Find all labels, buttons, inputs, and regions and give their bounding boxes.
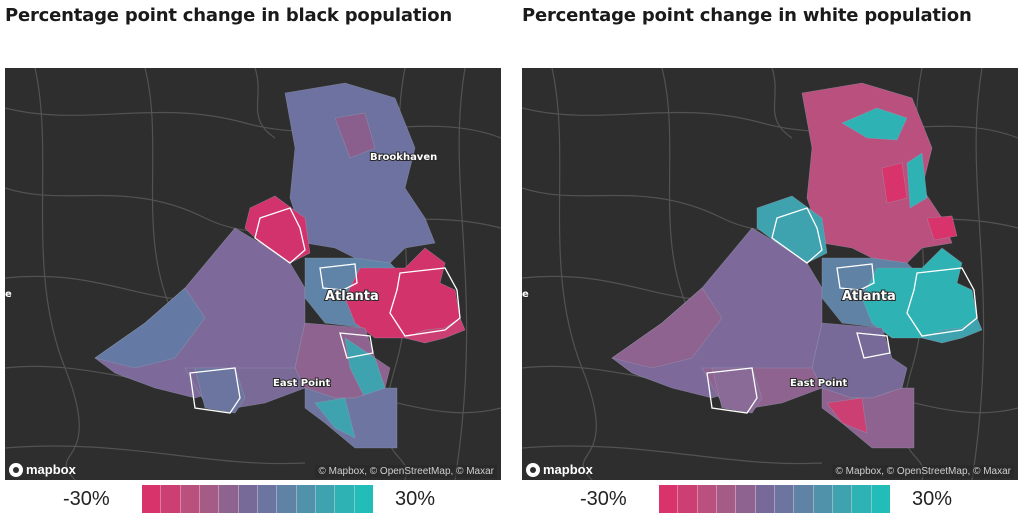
map-black-population[interactable]: Atlanta Brookhaven East Point e mapbox ©… xyxy=(5,68,501,480)
legend-swatch xyxy=(199,485,220,513)
color-legend: -30% 30% xyxy=(5,484,505,516)
legend-swatch xyxy=(697,485,717,513)
region-east-tail xyxy=(921,317,983,344)
legend-color-ramp xyxy=(659,485,890,513)
panel-black-population: Percentage point change in black populat… xyxy=(5,0,505,525)
legend-swatch xyxy=(142,485,162,513)
mapbox-logo-text: mapbox xyxy=(26,462,76,477)
legend-swatch xyxy=(161,485,181,513)
legend-swatch xyxy=(315,485,336,513)
legend-swatch xyxy=(238,485,258,513)
label-east-point: East Point xyxy=(273,378,331,389)
panel-title: Percentage point change in white populat… xyxy=(522,5,972,26)
legend-swatch xyxy=(794,485,814,513)
mapbox-logo[interactable]: mapbox xyxy=(9,462,76,477)
map-white-population[interactable]: Atlanta East Point e mapbox © Mapbox, © … xyxy=(522,68,1018,480)
legend-min-label: -30% xyxy=(580,488,627,510)
city-boundary-outline xyxy=(189,207,461,414)
legend-swatch xyxy=(755,485,775,513)
legend-swatch xyxy=(871,485,890,513)
legend-swatch xyxy=(659,485,679,513)
legend-swatch xyxy=(716,485,737,513)
legend-swatch xyxy=(219,485,239,513)
legend-color-ramp xyxy=(142,485,373,513)
region-southernmost xyxy=(314,397,356,439)
region-east-tail xyxy=(404,317,466,344)
legend-swatch xyxy=(180,485,200,513)
region-south-point xyxy=(194,367,246,414)
panel-title: Percentage point change in black populat… xyxy=(5,5,452,26)
region-south-point xyxy=(711,367,763,414)
region-north-teal-right xyxy=(906,152,928,209)
region-far-west xyxy=(611,287,723,369)
legend-swatch xyxy=(277,485,297,513)
mapbox-icon xyxy=(9,462,23,477)
map-attribution[interactable]: © Mapbox, © OpenStreetMap, © Maxar xyxy=(832,465,1014,478)
choropleth-fills xyxy=(94,82,466,449)
choropleth-map[interactable]: Atlanta East Point e xyxy=(522,68,1018,480)
legend-swatch xyxy=(354,485,373,513)
region-north-accent xyxy=(334,112,376,159)
legend-max-label: 30% xyxy=(395,488,436,510)
label-atlanta: Atlanta xyxy=(325,289,379,304)
region-north-hot xyxy=(881,162,908,204)
label-edge: e xyxy=(5,289,12,300)
choropleth-fills xyxy=(611,82,983,449)
legend-swatch xyxy=(678,485,698,513)
legend-swatch xyxy=(813,485,833,513)
legend-swatch xyxy=(832,485,853,513)
map-attribution[interactable]: © Mapbox, © OpenStreetMap, © Maxar xyxy=(315,465,497,478)
label-atlanta: Atlanta xyxy=(842,289,896,304)
region-northwest-hot xyxy=(244,195,311,264)
label-edge: e xyxy=(522,289,529,300)
region-southernmost-hot xyxy=(826,397,868,434)
region-north-teal-top xyxy=(841,107,908,141)
legend-swatch xyxy=(736,485,756,513)
legend-max-label: 30% xyxy=(912,488,953,510)
legend-swatch xyxy=(257,485,278,513)
choropleth-map[interactable]: Atlanta Brookhaven East Point e xyxy=(5,68,501,480)
label-east-point: East Point xyxy=(790,378,848,389)
mapbox-logo-text: mapbox xyxy=(543,462,593,477)
label-brookhaven: Brookhaven xyxy=(370,152,437,163)
panel-white-population: Percentage point change in white populat… xyxy=(522,0,1022,525)
legend-swatch xyxy=(335,485,355,513)
color-legend: -30% 30% xyxy=(522,484,1022,516)
region-far-west xyxy=(94,287,206,369)
mapbox-logo[interactable]: mapbox xyxy=(526,462,593,477)
region-northeast-hot xyxy=(926,215,958,241)
legend-min-label: -30% xyxy=(63,488,110,510)
legend-swatch xyxy=(852,485,872,513)
city-boundary-outline xyxy=(706,207,978,414)
legend-swatch xyxy=(296,485,316,513)
legend-swatch xyxy=(774,485,795,513)
mapbox-icon xyxy=(526,462,540,477)
